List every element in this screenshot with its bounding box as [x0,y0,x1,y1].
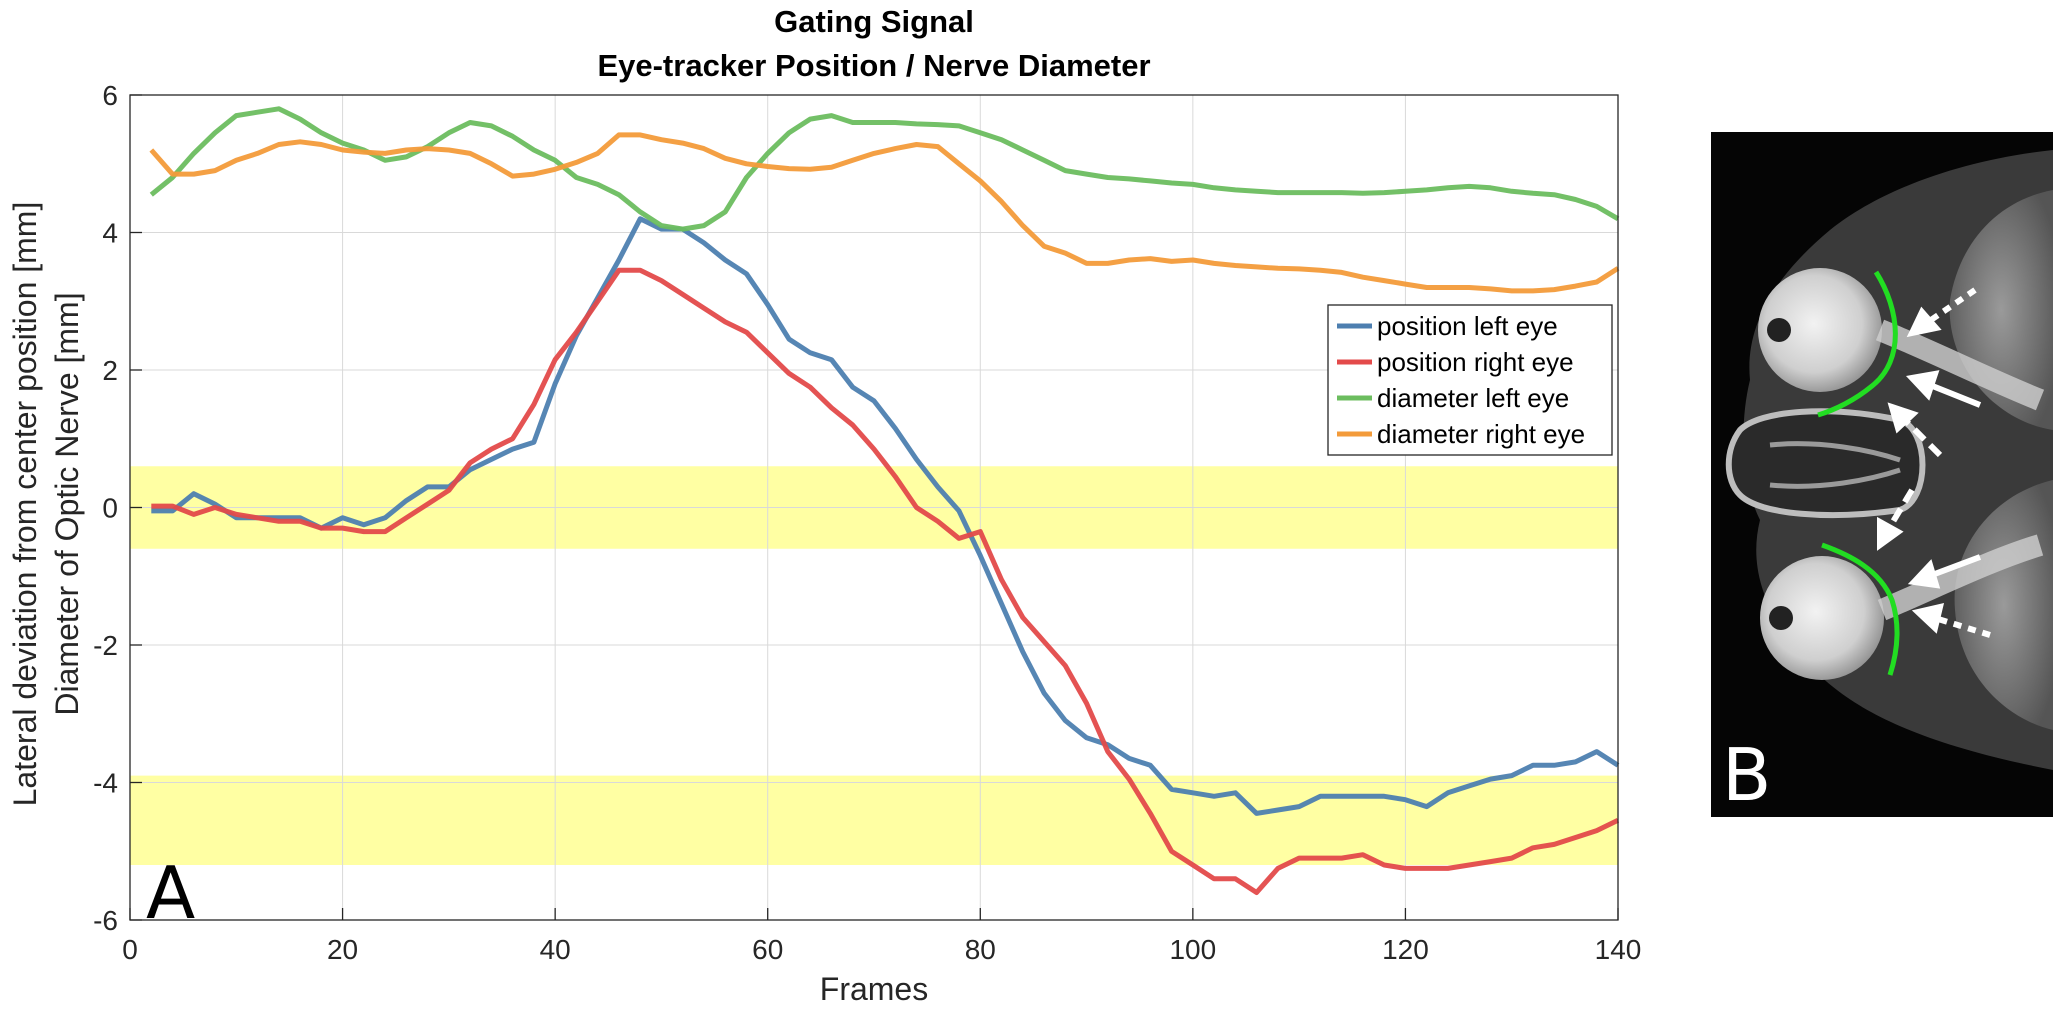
x-tick-label: 40 [540,934,571,965]
mri-arrows [1877,287,1991,638]
series-lines [149,106,1620,895]
mri-nasal-detail [1769,441,1901,489]
chart-title-line-1: Gating Signal [774,4,974,39]
series-line-diameter-right-eye [149,132,1620,294]
x-axis-label: Frames [820,971,928,1007]
legend-label: position right eye [1377,347,1574,377]
series-line-diameter-left-eye [149,106,1620,232]
chart-title-line-2: Eye-tracker Position / Nerve Diameter [597,48,1150,83]
mri-eyeball-upper [1758,268,1882,392]
x-ticks: 0 20 40 60 80 100 120 140 [122,908,1641,965]
highlight-band-1 [130,775,1618,865]
mri-image-panel: B [1711,132,2053,817]
mri-green-contour-lower [1821,542,1900,676]
series-line-position-right-eye [151,267,1620,895]
mri-nasal-region [1725,408,1926,518]
y-tick-label: -6 [93,905,118,936]
y-tick-label: 2 [102,355,118,386]
mri-optic-nerve-upper [1875,319,2045,411]
x-tick-label: 80 [965,934,996,965]
legend-label: position left eye [1377,311,1558,341]
mri-lens-upper [1767,318,1791,342]
y-tick-label: 6 [102,80,118,111]
mri-green-contour-upper [1817,270,1898,418]
x-tick-label: 100 [1169,934,1216,965]
y-axis-label-line-2: Diameter of Optic Nerve [mm] [49,292,85,715]
legend: position left eye position right eye diame… [1327,304,1613,456]
x-tick-label: 140 [1595,934,1642,965]
panel-label-b: B [1722,733,1771,817]
y-ticks: -6 -4 -2 0 2 4 6 [93,80,142,936]
y-axis-label-line-1: Lateral deviation from center position [… [7,202,43,807]
x-tick-label: 120 [1382,934,1429,965]
y-tick-label: 0 [102,493,118,524]
legend-box [1327,304,1613,456]
legend-label: diameter right eye [1377,419,1585,449]
panel-label-a: A [146,851,195,935]
x-tick-label: 20 [327,934,358,965]
y-tick-label: -2 [93,630,118,661]
y-tick-label: -4 [93,768,118,799]
y-tick-label: 4 [102,218,118,249]
x-tick-label: 0 [122,934,138,965]
mri-optic-nerve-lower [1877,534,2044,621]
series-line-position-left-eye [151,216,1620,816]
legend-label: diameter left eye [1377,383,1569,413]
mri-lens-lower [1769,606,1793,630]
mri-eyeball-lower [1760,556,1884,680]
x-tick-label: 60 [752,934,783,965]
